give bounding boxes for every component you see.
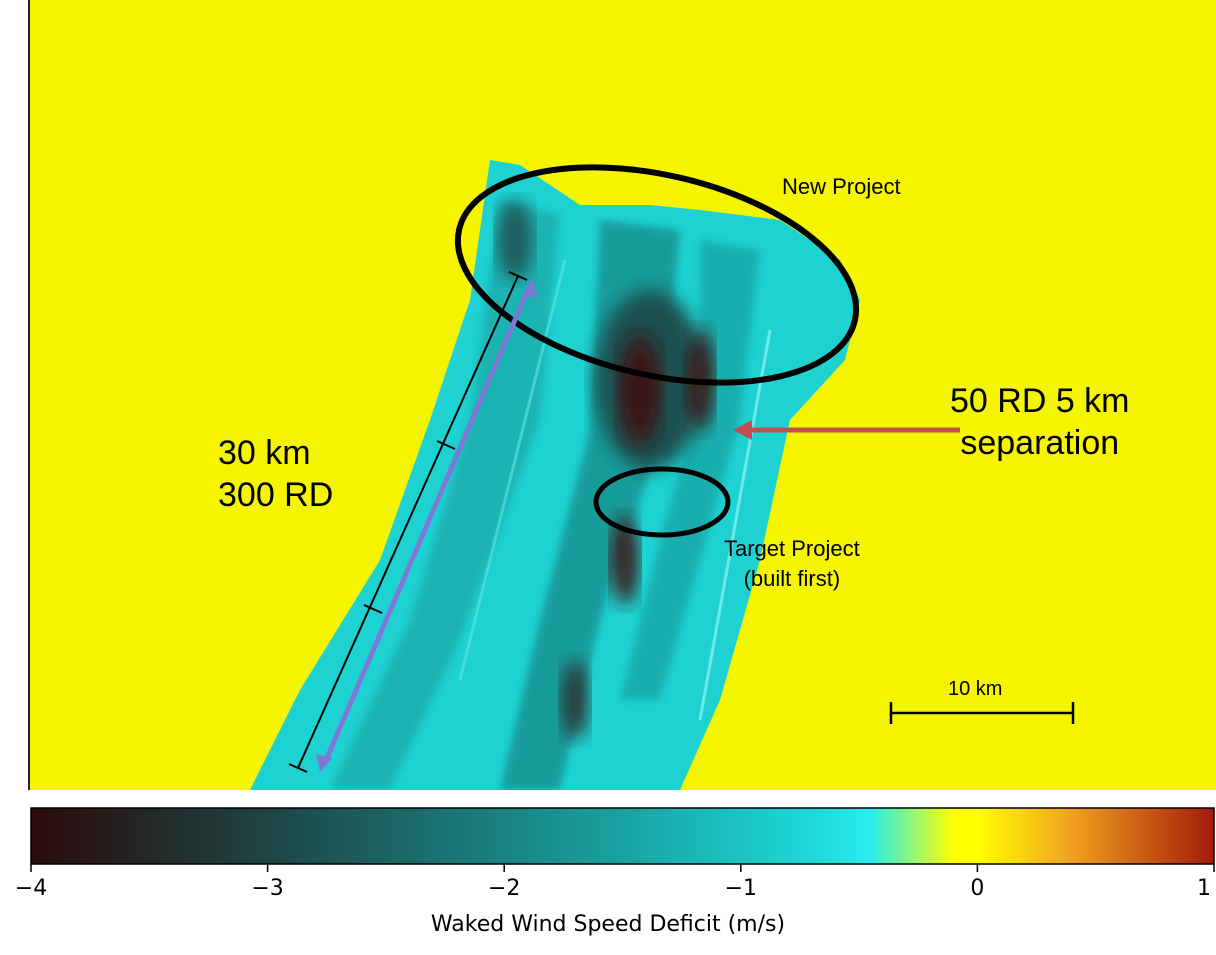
colorbar-svg: [30, 807, 1215, 872]
colorbar-ticks: [30, 864, 1215, 872]
length-line1: 30 km: [218, 434, 311, 472]
colorbar-tick-label: −2: [487, 876, 521, 901]
separation-arrow: [733, 420, 960, 440]
length-label: 30 km 300 RD: [218, 432, 333, 516]
length-arrow: [316, 278, 538, 772]
scale-bar-label: 10 km: [948, 678, 1003, 700]
left-axis-spine: [28, 0, 30, 790]
target-project-ellipse: [593, 466, 731, 538]
colorbar: −4 −3 −2 −1 0 1 Waked Wind Speed Deficit (m/s…: [0, 790, 1216, 955]
new-project-ellipse: [454, 164, 860, 386]
colorbar-tick-label: −3: [251, 876, 284, 901]
separation-line1: 50 RD 5 km: [950, 382, 1130, 420]
target-project-line1: Target Project: [724, 536, 860, 561]
separation-label: 50 RD 5 km separation: [950, 380, 1130, 464]
separation-line2: separation: [960, 424, 1120, 462]
distance-ruler: [288, 271, 528, 773]
wake-field-map: [28, 0, 1216, 790]
colorbar-tick-label: 0: [970, 876, 985, 901]
scale-bar: [889, 702, 1075, 724]
colorbar-tick-label: 1: [1197, 876, 1211, 901]
colorbar-tick-label: −1: [724, 876, 758, 901]
colorbar-tick-label: −4: [14, 876, 48, 901]
length-line2: 300 RD: [218, 476, 334, 514]
target-project-line2: (built first): [743, 566, 841, 591]
colorbar-gradient: [30, 807, 1215, 865]
target-project-label: Target Project (built first): [724, 534, 860, 594]
colorbar-title: Waked Wind Speed Deficit (m/s): [430, 912, 786, 937]
new-project-label: New Project: [782, 174, 901, 199]
